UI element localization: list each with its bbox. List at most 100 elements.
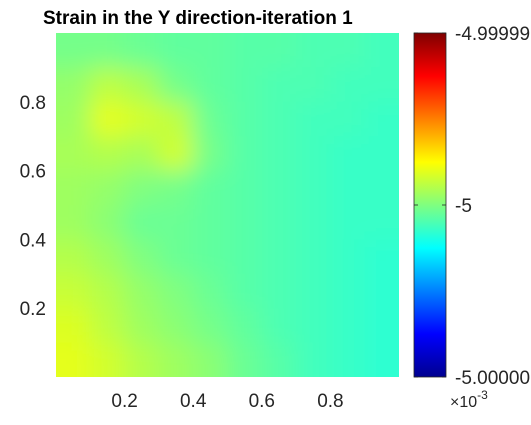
colorbar-exponent: ×10-3: [450, 388, 488, 411]
heatmap-cell: [330, 67, 366, 103]
heatmap-cell: [330, 342, 366, 377]
heatmap-cell: [227, 33, 263, 68]
heatmap-area: [56, 33, 399, 377]
heatmap-cell: [330, 273, 366, 309]
heatmap-cell: [56, 33, 91, 68]
heatmap-cell: [90, 67, 126, 103]
heatmap-cell: [193, 308, 229, 344]
heatmap-cell: [364, 170, 399, 206]
heatmap-cell: [193, 342, 229, 377]
heatmap-cell: [124, 308, 160, 344]
heatmap-cell: [261, 205, 297, 240]
y-tick-label: 0.6: [20, 162, 46, 183]
heatmap-cell: [193, 205, 229, 240]
colorbar: [413, 32, 447, 378]
heatmap-cell: [227, 170, 263, 206]
heatmap-cell: [90, 136, 126, 172]
colorbar-tick-label: -5.00000: [455, 368, 530, 389]
heatmap-cell: [56, 136, 91, 172]
heatmap-cell: [124, 170, 160, 206]
heatmap-cell: [261, 308, 297, 344]
colorbar-tick-label: -4.99999: [455, 24, 530, 45]
heatmap-cell: [364, 308, 399, 344]
heatmap-cell: [330, 33, 366, 68]
heatmap-cell: [296, 170, 331, 206]
x-tick-label: 0.8: [317, 391, 343, 412]
heatmap-cell: [56, 170, 91, 206]
heatmap-cell: [227, 101, 263, 137]
y-axis-ticks: 0.2 0.4 0.6 0.8: [20, 93, 47, 320]
heatmap-cell: [193, 67, 229, 103]
y-tick-label: 0.4: [20, 230, 47, 251]
heatmap-cell: [227, 273, 263, 309]
heatmap-cell: [158, 308, 194, 344]
heatmap-cells: [56, 33, 399, 377]
heatmap-cell: [90, 273, 126, 309]
heatmap-cell: [124, 342, 160, 377]
heatmap-cell: [158, 205, 194, 240]
heatmap-cell: [227, 308, 263, 344]
heatmap-cell: [227, 342, 263, 377]
heatmap-cell: [296, 101, 331, 137]
heatmap-cell: [158, 342, 194, 377]
heatmap-cell: [158, 170, 194, 206]
heatmap-cell: [56, 205, 91, 240]
heatmap-cell: [193, 273, 229, 309]
heatmap-cell: [124, 205, 160, 240]
heatmap-cell: [364, 342, 399, 377]
colorbar-tick-label: -5: [455, 196, 472, 217]
chart-title: Strain in the Y direction-iteration 1: [43, 8, 353, 29]
heatmap-cell: [364, 239, 399, 275]
y-tick-label: 0.8: [20, 93, 46, 114]
heatmap-cell: [56, 67, 91, 103]
heatmap-cell: [364, 205, 399, 240]
heatmap-cell: [261, 273, 297, 309]
heatmap-cell: [330, 308, 366, 344]
heatmap-cell: [227, 205, 263, 240]
heatmap-cell: [261, 342, 297, 377]
heatmap-cell: [227, 239, 263, 275]
heatmap-cell: [158, 136, 194, 172]
heatmap-cell: [296, 33, 331, 68]
heatmap-cell: [56, 273, 91, 309]
heatmap-cell: [90, 342, 126, 377]
heatmap-cell: [193, 239, 229, 275]
heatmap-cell: [90, 101, 126, 137]
heatmap-cell: [158, 273, 194, 309]
heatmap-cell: [364, 273, 399, 309]
heatmap-cell: [296, 273, 331, 309]
heatmap-cell: [56, 101, 91, 137]
x-tick-label: 0.4: [180, 391, 207, 412]
heatmap-cell: [261, 136, 297, 172]
heatmap-cell: [193, 33, 229, 68]
colorbar-exponent-power: -3: [477, 388, 488, 402]
x-tick-label: 0.6: [249, 391, 275, 412]
y-tick-label: 0.2: [20, 299, 46, 320]
heatmap-cell: [193, 101, 229, 137]
x-axis-ticks: 0.2 0.4 0.6 0.8: [111, 391, 343, 412]
heatmap-cell: [227, 67, 263, 103]
heatmap-cell: [296, 342, 331, 377]
heatmap-cell: [227, 136, 263, 172]
heatmap-cell: [124, 67, 160, 103]
heatmap-cell: [261, 239, 297, 275]
heatmap-cell: [330, 205, 366, 240]
colorbar-ticks: -4.99999 -5 -5.00000: [414, 24, 530, 389]
heatmap-cell: [56, 342, 91, 377]
heatmap-cell: [364, 33, 399, 68]
heatmap-cell: [330, 136, 366, 172]
heatmap-cell: [330, 101, 366, 137]
heatmap-cell: [56, 308, 91, 344]
heatmap-cell: [330, 170, 366, 206]
heatmap-cell: [90, 308, 126, 344]
heatmap-cell: [193, 136, 229, 172]
heatmap-cell: [296, 308, 331, 344]
heatmap-cell: [158, 67, 194, 103]
heatmap-cell: [296, 239, 331, 275]
colorbar-exponent-base: ×10: [450, 394, 477, 411]
heatmap-cell: [261, 101, 297, 137]
x-tick-label: 0.2: [111, 391, 137, 412]
heatmap-cell: [124, 33, 160, 68]
heatmap-cell: [90, 205, 126, 240]
